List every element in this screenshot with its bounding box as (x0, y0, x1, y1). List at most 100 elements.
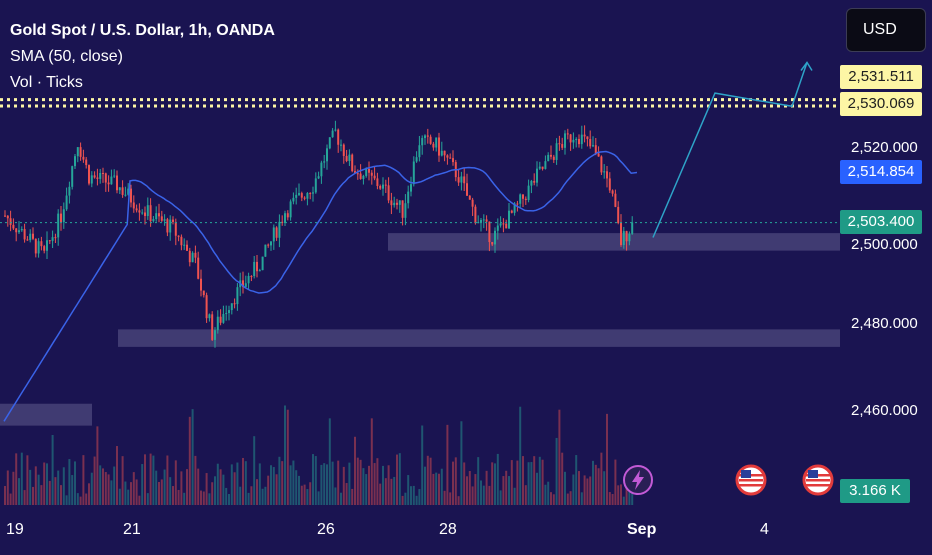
candle-body (158, 213, 160, 217)
lightning-icon[interactable] (622, 464, 654, 496)
volume-bar (510, 460, 513, 505)
volume-bar (132, 472, 135, 505)
volume-bar (18, 478, 20, 505)
volume-bar (214, 476, 216, 505)
volume-bar (15, 453, 18, 505)
candle-body (354, 171, 356, 174)
volume-bar (541, 459, 544, 505)
candle-body (410, 184, 412, 192)
volume-bar (575, 455, 578, 505)
volume-bar (494, 463, 496, 505)
volume-bar (555, 437, 558, 505)
candle-body (250, 276, 253, 278)
candle-body (471, 199, 474, 207)
candle-body (429, 136, 432, 144)
candle-body (622, 231, 625, 246)
candle-body (631, 222, 634, 234)
volume-bar (76, 493, 79, 505)
volume-bar (149, 453, 152, 505)
candle-body (323, 161, 326, 163)
volume-bar (197, 468, 200, 505)
candle-body (538, 166, 541, 169)
volume-bar (191, 409, 194, 505)
candle-body (379, 185, 382, 189)
arrow-head-icon (800, 61, 813, 71)
volume-bar (477, 457, 480, 505)
volume-bar (225, 487, 228, 505)
volume-bar (96, 426, 99, 505)
volume-bar (130, 482, 132, 505)
candle-body (320, 162, 323, 177)
candle-body (583, 134, 586, 137)
symbol-title[interactable]: Gold Spot / U.S. Dollar, 1h, OANDA (10, 22, 275, 39)
volume-bar (485, 470, 488, 505)
candle-body (533, 180, 536, 183)
us-flag-icon[interactable] (802, 464, 834, 496)
candles-layer (4, 120, 634, 348)
candle-body (188, 250, 191, 263)
volume-bar (292, 460, 295, 505)
volume-bar (172, 486, 174, 505)
volume-bar (340, 492, 342, 505)
volume-bar (155, 470, 158, 505)
volume-bar (404, 492, 407, 505)
volume-bar (348, 462, 351, 505)
candle-body (328, 137, 331, 149)
volume-bar (46, 463, 48, 505)
candle-body (376, 178, 379, 186)
candle-body (600, 156, 603, 173)
candle-body (424, 135, 426, 139)
candle-body (488, 221, 491, 243)
candle-body (116, 175, 118, 191)
volume-bar (471, 486, 474, 505)
volume-bar (102, 468, 104, 505)
volume-bar (146, 493, 149, 505)
candle-body (342, 144, 345, 156)
volume-bar (183, 492, 186, 505)
candle-body (26, 239, 29, 241)
volume-indicator-label[interactable]: Vol · Ticks (10, 74, 83, 91)
us-flag-icon[interactable] (735, 464, 767, 496)
candle-body (208, 314, 211, 319)
volume-bar (160, 479, 163, 505)
volume-bar (121, 456, 124, 505)
volume-bar (457, 496, 460, 505)
volume-bar (104, 472, 107, 505)
candle-body (628, 233, 631, 242)
volume-bar (572, 474, 575, 505)
volume-bar (384, 478, 387, 505)
candle-body (200, 278, 202, 291)
volume-bar (312, 454, 314, 505)
sma-indicator-label[interactable]: SMA (50, close) (10, 48, 123, 65)
candle-body (93, 175, 96, 178)
volume-bar (586, 478, 589, 505)
candle-body (412, 161, 415, 185)
candle-body (580, 134, 583, 145)
volume-bar (482, 485, 485, 505)
volume-bar (43, 462, 46, 505)
volume-bar (519, 406, 522, 505)
candle-body (499, 223, 502, 226)
volume-bar (314, 456, 317, 505)
volume-bar (421, 425, 424, 505)
candle-body (46, 240, 48, 251)
volume-bar (617, 485, 620, 505)
volume-bar (275, 474, 278, 505)
candle-body (15, 228, 18, 233)
candle-body (356, 173, 359, 175)
volume-bar (594, 464, 597, 505)
currency-button[interactable]: USD (846, 8, 926, 52)
volume-bar (309, 482, 312, 505)
volume-bar (9, 493, 12, 505)
time-axis-label-month: Sep (627, 521, 657, 538)
candle-body (578, 138, 580, 145)
candle-body (541, 166, 544, 169)
volume-bar (71, 475, 74, 505)
volume-bar (216, 463, 219, 505)
candle-body (132, 202, 135, 209)
candle-body (432, 143, 435, 148)
candle-body (547, 154, 550, 162)
candle-body (382, 184, 384, 189)
